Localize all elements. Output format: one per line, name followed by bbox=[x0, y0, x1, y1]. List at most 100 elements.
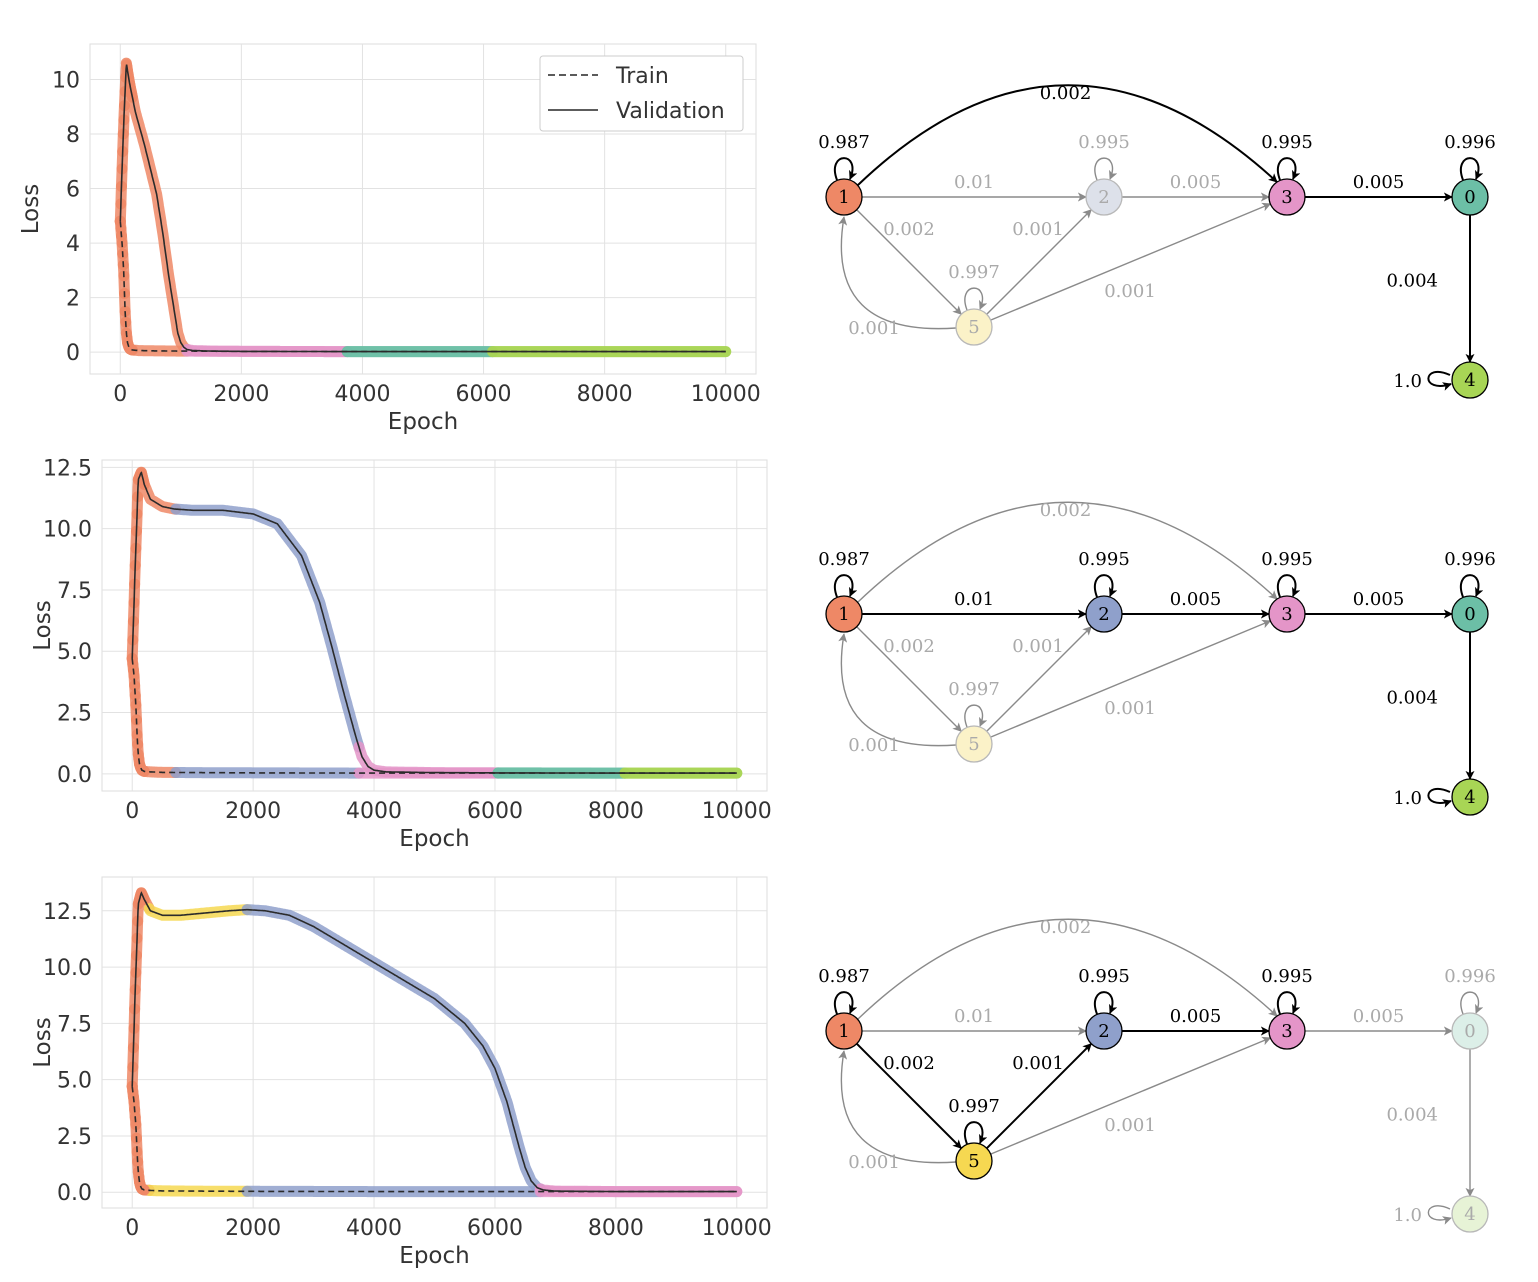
self-loop bbox=[834, 991, 858, 1015]
self-loop-label: 0.987 bbox=[818, 132, 870, 153]
state-node bbox=[1268, 595, 1306, 633]
y-axis-label: Loss bbox=[30, 1017, 56, 1067]
edge-label: 0.005 bbox=[1170, 1006, 1222, 1027]
state-node bbox=[1268, 1012, 1306, 1050]
chart-3: 0 2000 4000 6000 8000 10000 0.0 2.5 5.0 7.5 10.0 12… bbox=[30, 876, 772, 1269]
x-tick-label: 0 bbox=[113, 382, 127, 407]
x-tick-label: 10000 bbox=[702, 799, 772, 824]
edge-label: 0.001 bbox=[1012, 1053, 1064, 1074]
edge-label: 0.004 bbox=[1386, 1105, 1438, 1126]
y-tick-label: 0.0 bbox=[57, 763, 92, 788]
self-loop-label: 0.995 bbox=[1078, 132, 1130, 153]
state-node-label: 5 bbox=[968, 734, 979, 755]
self-loop-label: 0.995 bbox=[1078, 549, 1130, 570]
edge-arrow bbox=[986, 1043, 1092, 1149]
self-loop-label: 0.987 bbox=[818, 966, 870, 987]
self-loop-label: 1.0 bbox=[1393, 371, 1422, 392]
state-node-label: 0 bbox=[1464, 1021, 1475, 1042]
y-tick-label: 8 bbox=[66, 123, 80, 148]
self-loop-label: 0.996 bbox=[1444, 132, 1496, 153]
self-loop bbox=[1094, 991, 1118, 1015]
self-loop bbox=[1277, 157, 1301, 181]
self-loop bbox=[1427, 370, 1452, 391]
edge-label: 0.001 bbox=[1012, 219, 1064, 240]
y-tick-label: 2.5 bbox=[57, 1125, 92, 1150]
edge-arrow bbox=[990, 1036, 1272, 1155]
self-loop bbox=[834, 574, 858, 598]
state-node bbox=[1451, 178, 1489, 216]
train-line bbox=[119, 221, 726, 353]
self-loop bbox=[1460, 991, 1484, 1015]
state-node bbox=[1268, 178, 1306, 216]
edge-label: 0.001 bbox=[1012, 636, 1064, 657]
phase-point bbox=[128, 670, 140, 682]
legend-train-label: Train bbox=[615, 64, 669, 89]
chart-1: 0 2000 4000 6000 8000 10000 0 2 4 6 8 10 Epoch Loss Tr… bbox=[18, 43, 761, 435]
edge-label: 0.001 bbox=[1104, 698, 1156, 719]
phase-point bbox=[132, 738, 144, 750]
y-tick-label: 10.0 bbox=[43, 956, 92, 981]
x-tick-label: 0 bbox=[125, 799, 139, 824]
state-node-label: 3 bbox=[1281, 1021, 1292, 1042]
self-loop bbox=[1277, 574, 1301, 598]
state-node-label: 1 bbox=[838, 604, 849, 625]
self-loop-label: 0.995 bbox=[1261, 549, 1313, 570]
edge-label: 0.005 bbox=[1353, 1006, 1405, 1027]
state-node bbox=[1451, 1195, 1489, 1233]
chart-2: 0 2000 4000 6000 8000 10000 0.0 2.5 5.0 7.5 10.0 12… bbox=[30, 456, 772, 852]
edge-label: 0.005 bbox=[1353, 172, 1405, 193]
state-graph-3: 0.002 0.01 0.005 0.005 0.002 0.001 0.001 0.001 0… bbox=[818, 917, 1496, 1233]
edge-arrow bbox=[838, 216, 957, 330]
state-node bbox=[955, 1142, 993, 1180]
plot-area bbox=[101, 876, 768, 1209]
state-node bbox=[955, 308, 993, 346]
phase-point bbox=[130, 699, 142, 711]
self-loop-label: 0.995 bbox=[1261, 132, 1313, 153]
y-tick-label: 2.5 bbox=[57, 702, 92, 727]
y-tick-label: 0 bbox=[66, 341, 80, 366]
x-tick-label: 8000 bbox=[577, 382, 633, 407]
self-loop-label: 0.995 bbox=[1261, 966, 1313, 987]
edge-label: 0.002 bbox=[883, 219, 935, 240]
edge-label: 0.01 bbox=[954, 1006, 994, 1027]
y-tick-label: 4 bbox=[66, 232, 80, 257]
edge-arrow bbox=[986, 209, 1092, 315]
state-node-label: 1 bbox=[838, 1021, 849, 1042]
phase-point bbox=[131, 729, 143, 741]
state-node-label: 1 bbox=[838, 187, 849, 208]
edge-arrow bbox=[856, 1043, 962, 1149]
train-line bbox=[131, 658, 737, 774]
self-loop-label: 0.987 bbox=[818, 549, 870, 570]
x-axis-label: Epoch bbox=[399, 826, 469, 852]
y-tick-label: 10 bbox=[52, 68, 80, 93]
self-loop bbox=[1277, 991, 1301, 1015]
edge-arrow bbox=[856, 209, 962, 315]
y-tick-label: 12.5 bbox=[43, 900, 92, 925]
legend-validation-label: Validation bbox=[616, 99, 725, 124]
y-axis-label: Loss bbox=[18, 184, 44, 234]
x-tick-label: 2000 bbox=[213, 382, 269, 407]
y-tick-label: 10.0 bbox=[43, 518, 92, 543]
self-loop bbox=[964, 287, 988, 311]
edge-label: 0.001 bbox=[1104, 1115, 1156, 1136]
x-tick-label: 8000 bbox=[588, 1216, 644, 1241]
self-loop bbox=[1094, 157, 1118, 181]
y-tick-label: 2 bbox=[66, 287, 80, 312]
state-node bbox=[1085, 178, 1123, 216]
x-tick-label: 4000 bbox=[346, 1216, 402, 1241]
self-loop-label: 0.997 bbox=[948, 1096, 1000, 1117]
phase-point bbox=[129, 680, 141, 692]
state-node bbox=[955, 725, 993, 763]
state-node-label: 0 bbox=[1464, 187, 1475, 208]
legend-box bbox=[539, 55, 744, 132]
y-tick-label: 6 bbox=[66, 178, 80, 203]
edge-arrow bbox=[838, 1050, 957, 1164]
self-loop-label: 0.996 bbox=[1444, 966, 1496, 987]
edge-arrow bbox=[856, 626, 962, 732]
edge-label: 0.004 bbox=[1386, 271, 1438, 292]
edge-label: 0.005 bbox=[1353, 589, 1405, 610]
self-loop bbox=[1460, 574, 1484, 598]
edge-label: 0.002 bbox=[1040, 500, 1092, 521]
edge-arrow bbox=[990, 202, 1272, 321]
phase-point bbox=[130, 1119, 142, 1131]
